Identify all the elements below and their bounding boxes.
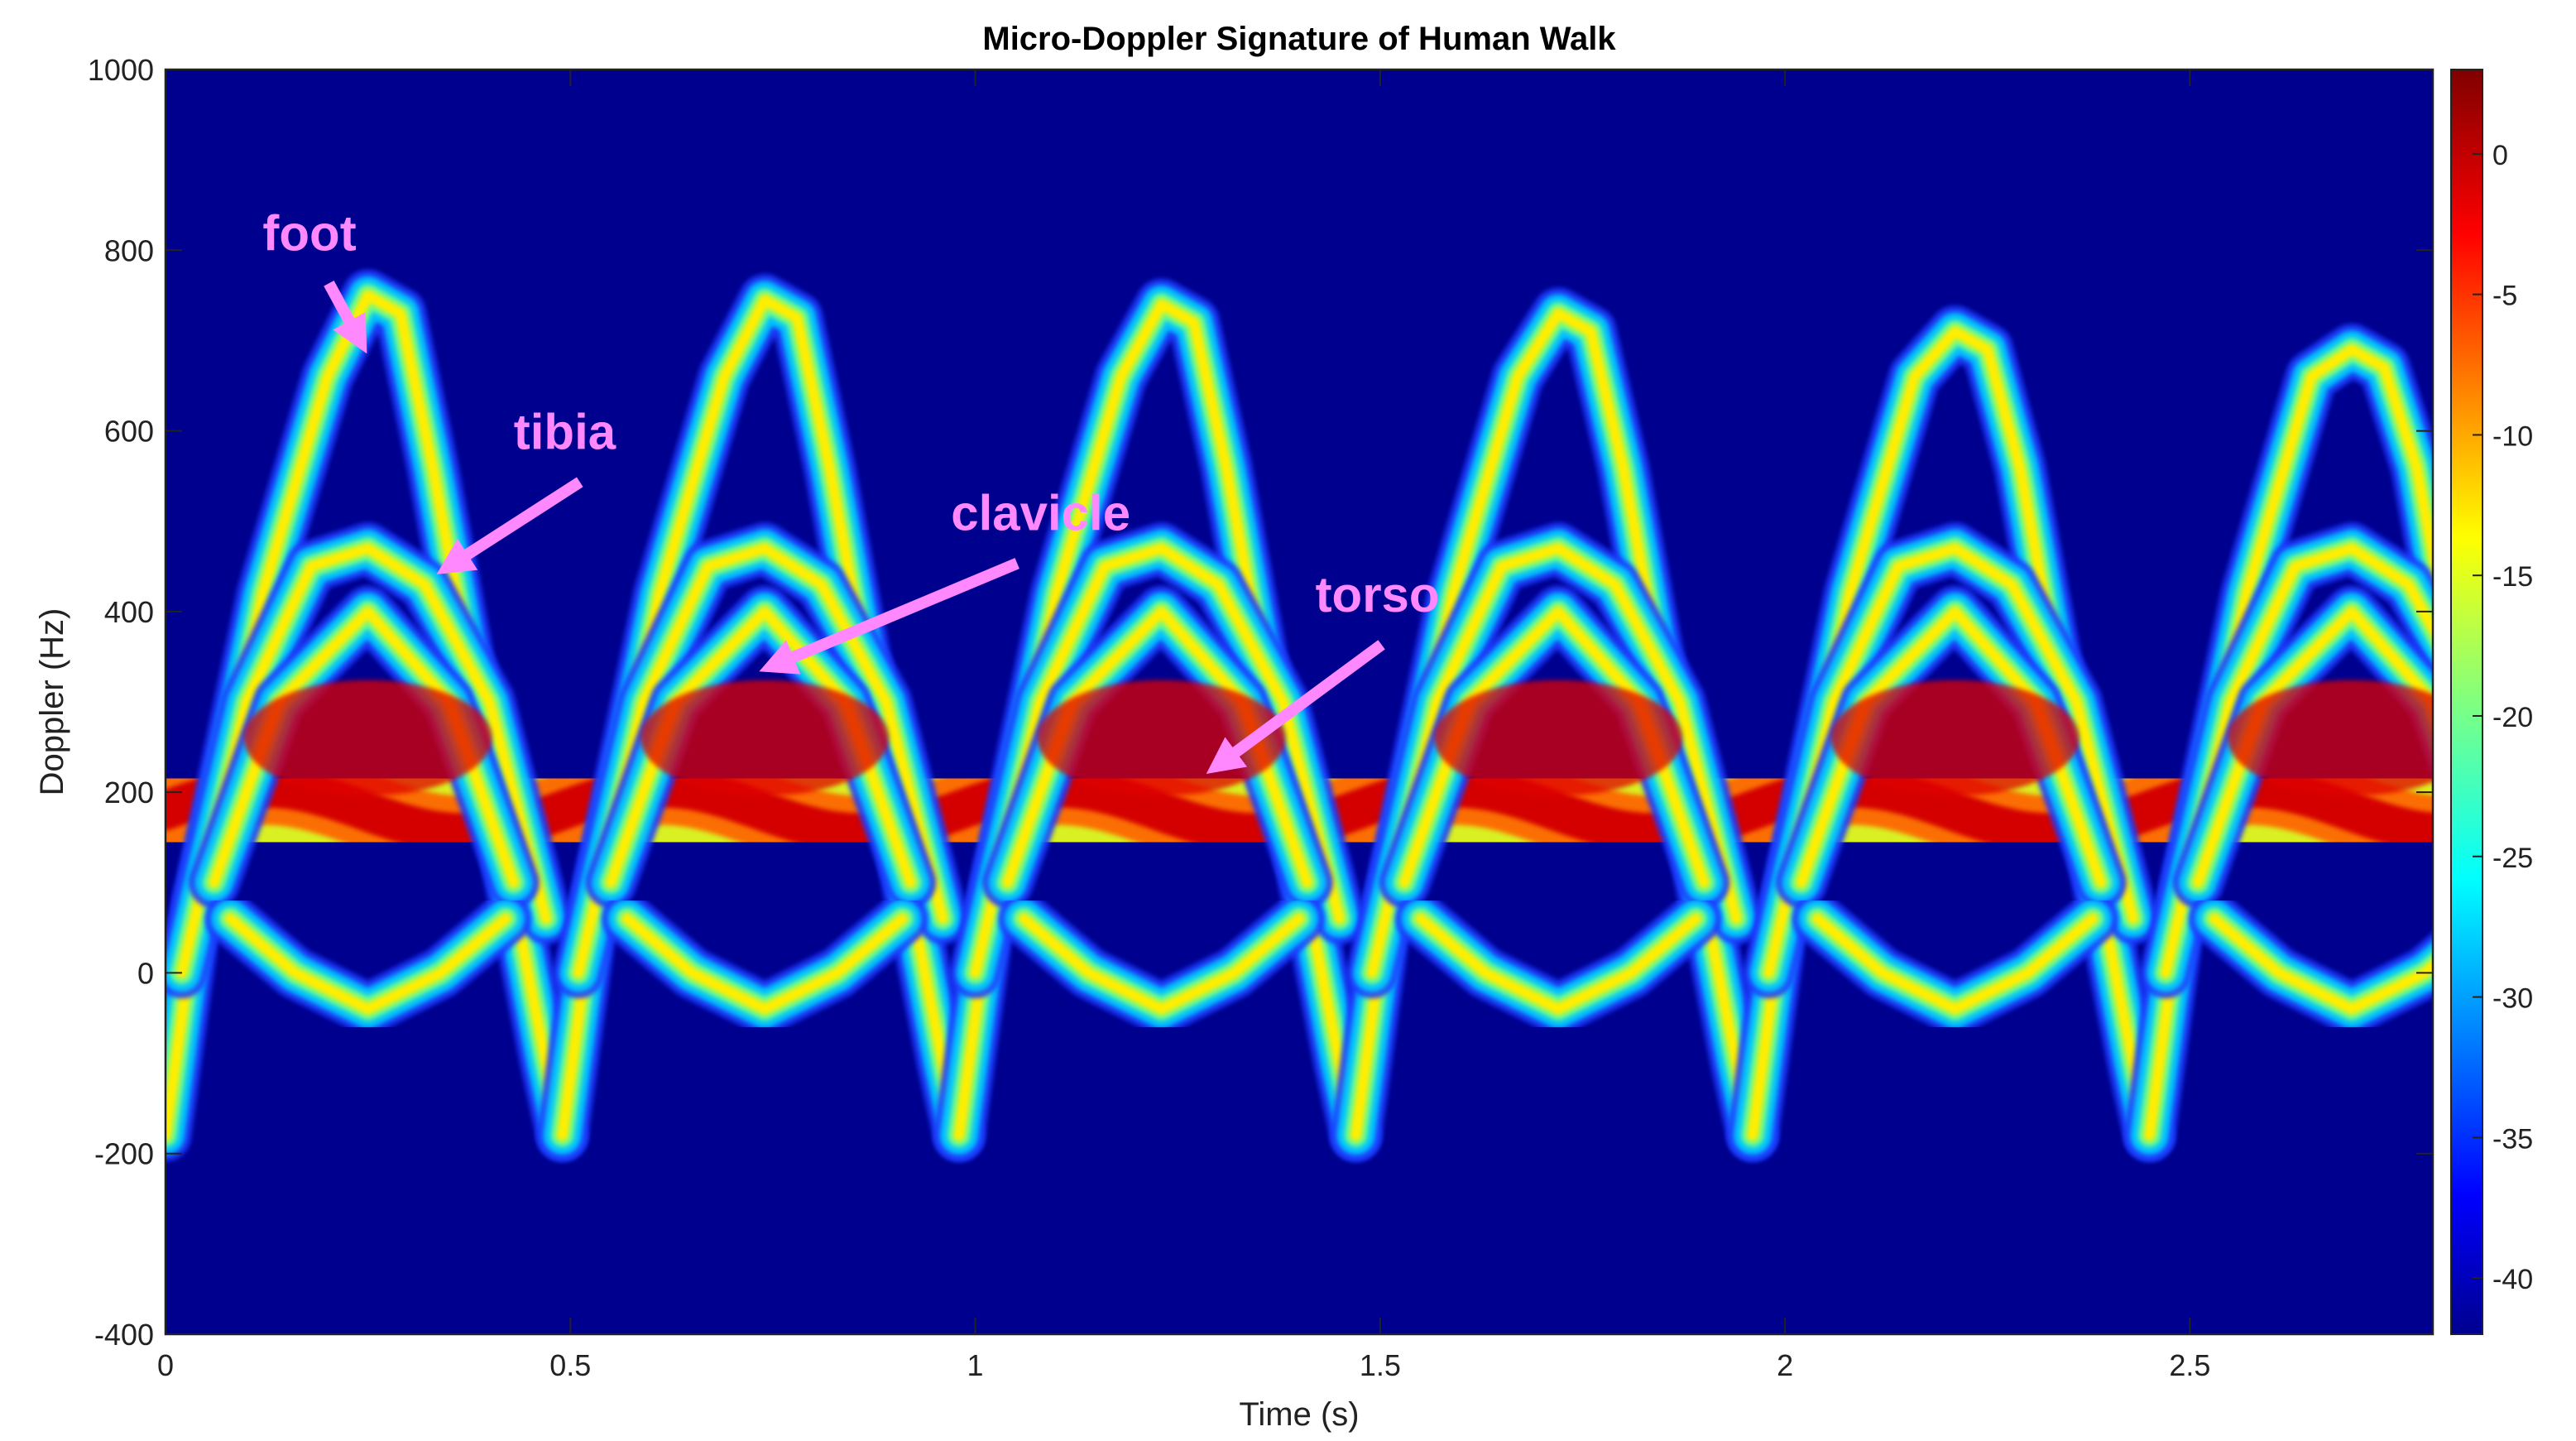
annotation-torso: torso — [1316, 567, 1440, 622]
hot-core — [1434, 680, 1683, 796]
y-axis-label: Doppler (Hz) — [34, 608, 70, 796]
lower-lobe-trace-layer — [621, 912, 909, 1016]
colorbar-tick-label: -25 — [2492, 843, 2533, 874]
lower-lobe-trace — [998, 892, 1325, 1035]
annotation-arrow-torso — [1206, 640, 1385, 775]
x-tick-label: 0.5 — [549, 1348, 591, 1382]
colorbar — [2450, 69, 2483, 1335]
x-axis-label: Time (s) — [1239, 1396, 1359, 1433]
tibia-trace — [949, 522, 1365, 999]
lower-lobe-trace-layer — [224, 912, 511, 1016]
y-axis: -400 -200 0 200 400 600 800 1000 — [88, 53, 2433, 1352]
annotation-clavicle: clavicle — [951, 486, 1130, 541]
tibia-trace-layer — [175, 542, 552, 979]
annotation-tibia: tibia — [514, 404, 616, 459]
y-tick-label: -400 — [94, 1318, 154, 1352]
x-tick-label: 0 — [157, 1348, 174, 1382]
tibia-trace — [165, 522, 572, 999]
tibia-trace-layer — [1763, 542, 2139, 979]
tibia-trace — [2140, 522, 2433, 999]
x-tick-label: 1 — [967, 1348, 984, 1382]
hot-core — [2228, 680, 2433, 796]
plot-frame — [164, 68, 2434, 1336]
annotations: foot tibia clavicle torso — [262, 205, 1440, 775]
colorbar-tick-label: -35 — [2492, 1123, 2533, 1155]
hot-core — [243, 680, 492, 796]
tibia-trace — [1743, 522, 2159, 999]
annotation-arrow-foot — [324, 280, 367, 354]
tibia-trace-layer — [2160, 542, 2433, 979]
y-tick-label: 200 — [104, 776, 154, 809]
colorbar-tick-label: -20 — [2492, 702, 2533, 733]
tibia-trace-layer — [573, 542, 949, 979]
colorbar-tick-label: -15 — [2492, 561, 2533, 593]
tibia-trace-layer — [969, 542, 1346, 979]
lower-lobe-trace-layer — [1811, 912, 2099, 1016]
annotation-arrow-tibia — [436, 477, 583, 574]
y-tick-label: -200 — [94, 1137, 154, 1171]
y-tick-label: 400 — [104, 595, 154, 629]
y-tick-label: 600 — [104, 415, 154, 449]
tibia-trace-layer — [1366, 542, 1743, 979]
lower-lobe-trace — [1792, 892, 2118, 1035]
annotation-foot: foot — [262, 205, 356, 261]
colorbar-tick-label: 0 — [2492, 140, 2508, 171]
lower-lobe-trace-layer — [1414, 912, 1702, 1016]
y-tick-label: 1000 — [88, 53, 154, 87]
x-tick-label: 1.5 — [1360, 1348, 1401, 1382]
lower-lobe-trace-layer — [2208, 912, 2433, 1016]
y-tick-label: 0 — [137, 956, 154, 990]
colorbar-tick-label: -40 — [2492, 1264, 2533, 1295]
lower-lobe-trace — [601, 892, 928, 1035]
lower-lobe-trace-layer — [1018, 912, 1305, 1016]
lower-lobe-trace — [204, 892, 531, 1035]
colorbar-tick-label: -10 — [2492, 420, 2533, 452]
lower-lobe-trace — [1394, 892, 1722, 1035]
chart-title: Micro-Doppler Signature of Human Walk — [982, 21, 1616, 57]
colorbar-tick-label: -30 — [2492, 983, 2533, 1015]
x-tick-label: 2 — [1777, 1348, 1793, 1382]
tibia-trace — [553, 522, 969, 999]
colorbar-ticks: 0 -5 -10 -15 -20 -25 -30 -35 -40 — [2473, 140, 2533, 1295]
annotation-arrow-clavicle — [759, 558, 1019, 675]
x-tick-label: 2.5 — [2169, 1348, 2210, 1382]
tibia-trace — [1346, 522, 1763, 999]
x-axis: 0 0.5 1 1.5 2 2.5 — [157, 70, 2210, 1382]
hot-core — [640, 680, 890, 796]
y-tick-label: 800 — [104, 233, 154, 267]
colorbar-tick-label: -5 — [2492, 281, 2517, 312]
lower-lobe-trace — [2188, 892, 2433, 1035]
doppler-signal-layer — [165, 269, 2433, 1161]
hot-core — [1830, 680, 2080, 796]
